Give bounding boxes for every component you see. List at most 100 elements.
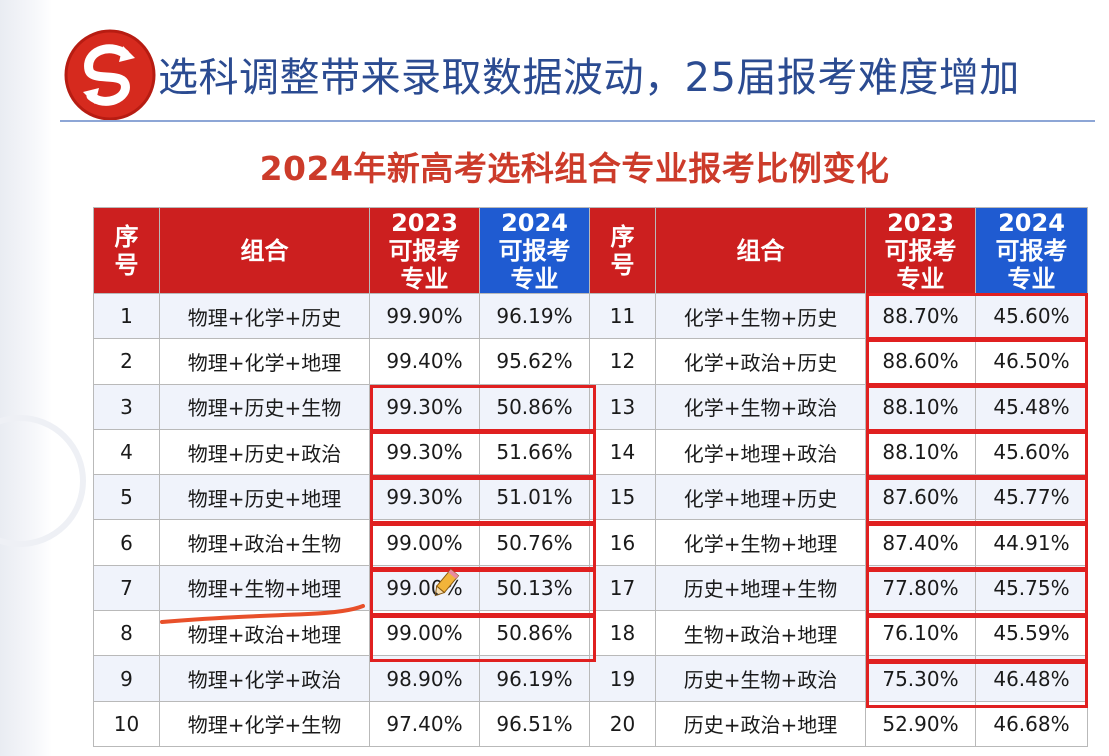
row-2023-cell: 99.90%	[369, 292, 480, 340]
row-combo-cell: 物理+历史+政治	[159, 428, 370, 476]
data-table: 序号 组合 2023 可报考 专业 2024 可报考 专业 序号 组合 2023 可报考专…	[93, 207, 1088, 747]
col-header-seq: 序号	[589, 207, 656, 294]
row-2023-cell: 87.40%	[865, 519, 976, 566]
table-title: 2024年新高考选科组合专业报考比例变化	[259, 149, 890, 188]
row-2024-cell: 46.50%	[975, 338, 1088, 385]
row-2023-cell: 52.90%	[865, 700, 976, 747]
row-seq-cell: 9	[93, 655, 160, 702]
row-2024-cell: 46.48%	[975, 655, 1088, 702]
table-row: 7 物理+生物+地理 99.00% 50.13% 17 历史+地理+生物 77.80% 45.…	[93, 564, 1088, 612]
row-seq-cell: 12	[589, 338, 656, 385]
row-2023-cell: 99.40%	[369, 338, 480, 385]
row-2024-cell: 96.19%	[479, 292, 590, 340]
row-2023-cell: 88.10%	[865, 428, 976, 476]
col-header-2024: 2024 可报考 专业	[479, 207, 590, 294]
table-header-row: 序号 组合 2023 可报考 专业 2024 可报考 专业 序号 组合 2023 可报考专…	[93, 207, 1088, 294]
row-combo-cell: 物理+化学+生物	[159, 700, 370, 747]
row-seq-cell: 18	[589, 610, 656, 657]
table-row: 6 物理+政治+生物 99.00% 50.76% 16 化学+生物+地理 87.40% 44.…	[93, 519, 1088, 566]
row-2024-cell: 51.01%	[479, 474, 590, 521]
row-2024-cell: 46.68%	[975, 700, 1088, 747]
table-row: 9 物理+化学+政治 98.90% 96.19% 19 历史+生物+政治 75.30% 46.…	[93, 655, 1088, 702]
red-underline-scribble	[160, 604, 365, 624]
table-row: 10 物理+化学+生物 97.40% 96.51% 20 历史+政治+地理 52.90% 46…	[93, 700, 1088, 747]
row-2024-cell: 50.86%	[479, 383, 590, 430]
row-2024-cell: 45.60%	[975, 428, 1088, 476]
row-combo-cell: 物理+化学+政治	[159, 655, 370, 702]
row-seq-cell: 16	[589, 519, 656, 566]
row-2023-cell: 99.30%	[369, 383, 480, 430]
row-2023-cell: 99.00%	[369, 610, 480, 657]
logo-icon	[64, 29, 156, 121]
row-seq-cell: 8	[93, 610, 160, 657]
row-seq-cell: 17	[589, 564, 656, 612]
row-combo-cell: 物理+化学+历史	[159, 292, 370, 340]
row-combo-cell: 生物+政治+地理	[655, 610, 866, 657]
row-2024-cell: 51.66%	[479, 428, 590, 476]
row-2023-cell: 99.00%	[369, 564, 480, 612]
row-seq-cell: 11	[589, 292, 656, 340]
row-seq-cell: 1	[93, 292, 160, 340]
row-seq-cell: 2	[93, 338, 160, 385]
row-2024-cell: 44.91%	[975, 519, 1088, 566]
row-combo-cell: 物理+政治+生物	[159, 519, 370, 566]
table-row: 1 物理+化学+历史 99.90% 96.19% 11 化学+生物+历史 88.70% 45.…	[93, 292, 1088, 340]
row-combo-cell: 化学+政治+历史	[655, 338, 866, 385]
row-combo-cell: 化学+生物+地理	[655, 519, 866, 566]
col-header-2023: 2023 可报考 专业	[369, 207, 480, 294]
row-combo-cell: 历史+政治+地理	[655, 700, 866, 747]
decorative-circle	[0, 415, 86, 547]
row-combo-cell: 化学+生物+历史	[655, 292, 866, 340]
row-combo-cell: 化学+地理+历史	[655, 474, 866, 521]
page-title: 选科调整带来录取数据波动，25届报考难度增加	[158, 55, 1020, 101]
row-seq-cell: 14	[589, 428, 656, 476]
row-2023-cell: 99.30%	[369, 428, 480, 476]
pencil-cursor-icon	[434, 568, 460, 597]
row-seq-cell: 5	[93, 474, 160, 521]
row-2023-cell: 87.60%	[865, 474, 976, 521]
col-header-2024: 2024 可报考 专业	[975, 207, 1088, 294]
row-2023-cell: 88.70%	[865, 292, 976, 340]
row-seq-cell: 15	[589, 474, 656, 521]
row-2024-cell: 45.60%	[975, 292, 1088, 340]
row-combo-cell: 化学+生物+政治	[655, 383, 866, 430]
table-row: 3 物理+历史+生物 99.30% 50.86% 13 化学+生物+政治 88.10% 45.…	[93, 383, 1088, 430]
row-2024-cell: 95.62%	[479, 338, 590, 385]
table-row: 2 物理+化学+地理 99.40% 95.62% 12 化学+政治+历史 88.60% 46.…	[93, 338, 1088, 385]
row-seq-cell: 7	[93, 564, 160, 612]
col-header-combo: 组合	[655, 207, 866, 294]
row-2024-cell: 50.13%	[479, 564, 590, 612]
row-2023-cell: 99.30%	[369, 474, 480, 521]
row-2023-cell: 77.80%	[865, 564, 976, 612]
row-seq-cell: 13	[589, 383, 656, 430]
row-combo-cell: 物理+历史+地理	[159, 474, 370, 521]
row-combo-cell: 历史+地理+生物	[655, 564, 866, 612]
row-seq-cell: 20	[589, 700, 656, 747]
left-decorative-strip	[0, 0, 52, 756]
row-combo-cell: 物理+历史+生物	[159, 383, 370, 430]
row-combo-cell: 物理+生物+地理	[159, 564, 370, 612]
row-2024-cell: 45.77%	[975, 474, 1088, 521]
row-2024-cell: 45.75%	[975, 564, 1088, 612]
row-2023-cell: 88.10%	[865, 383, 976, 430]
row-seq-cell: 19	[589, 655, 656, 702]
table-row: 5 物理+历史+地理 99.30% 51.01% 15 化学+地理+历史 87.60% 45.…	[93, 474, 1088, 521]
header-divider	[60, 120, 1095, 122]
row-2024-cell: 50.86%	[479, 610, 590, 657]
row-seq-cell: 3	[93, 383, 160, 430]
row-2024-cell: 96.51%	[479, 700, 590, 747]
col-header-2023: 2023 可报考 专业	[865, 207, 976, 294]
row-combo-cell: 历史+生物+政治	[655, 655, 866, 702]
row-seq-cell: 6	[93, 519, 160, 566]
col-header-combo: 组合	[159, 207, 370, 294]
row-combo-cell: 物理+化学+地理	[159, 338, 370, 385]
row-2024-cell: 45.48%	[975, 383, 1088, 430]
row-2023-cell: 76.10%	[865, 610, 976, 657]
row-2023-cell: 97.40%	[369, 700, 480, 747]
col-header-seq: 序号	[93, 207, 160, 294]
row-seq-cell: 10	[93, 700, 160, 747]
table-row: 4 物理+历史+政治 99.30% 51.66% 14 化学+地理+政治 88.10% 45.…	[93, 428, 1088, 476]
row-2024-cell: 96.19%	[479, 655, 590, 702]
row-2023-cell: 88.60%	[865, 338, 976, 385]
row-2023-cell: 98.90%	[369, 655, 480, 702]
